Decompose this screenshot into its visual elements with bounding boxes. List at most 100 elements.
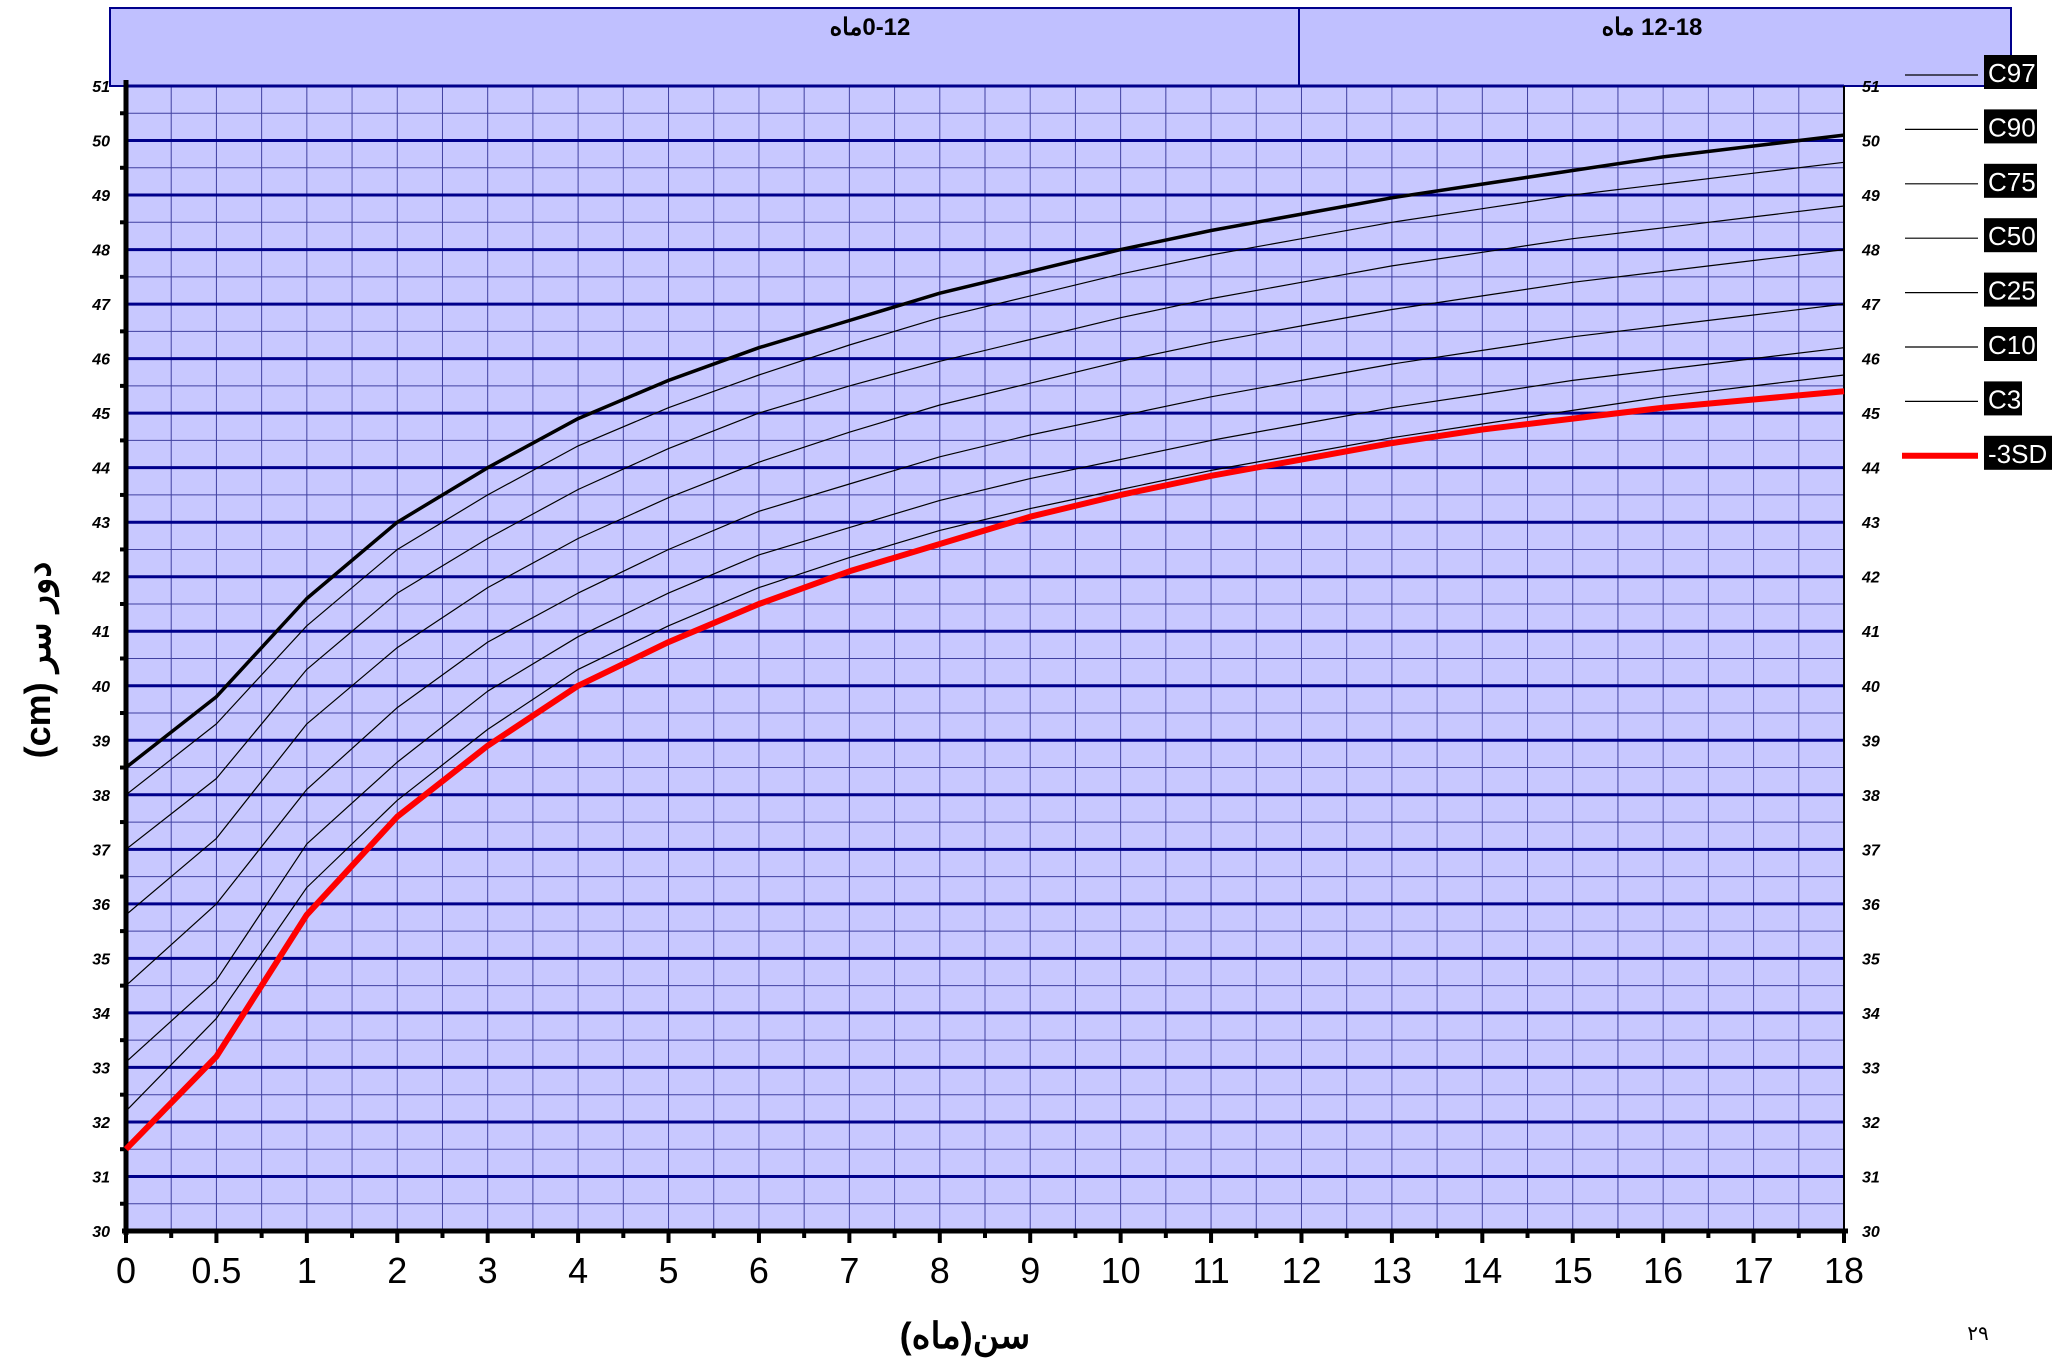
y-tick-label-left: 46: [91, 352, 110, 369]
legend-label: C10: [1988, 330, 2036, 360]
y-tick-label-left: 32: [92, 1115, 110, 1132]
y-tick-label-right: 51: [1862, 79, 1880, 96]
x-tick-label: 8: [930, 1250, 950, 1291]
plot-area: [120, 80, 1848, 1238]
y-tick-label-right: 45: [1861, 406, 1881, 423]
y-tick-label-left: 37: [92, 842, 111, 859]
y-tick-label-left: 49: [91, 188, 110, 205]
header-label-0-12: 0-12ماه: [830, 14, 911, 41]
y-tick-label-right: 32: [1862, 1115, 1880, 1132]
y-tick-label-right: 33: [1862, 1060, 1880, 1077]
y-tick-label-right: 35: [1862, 951, 1881, 968]
legend-label: C75: [1988, 167, 2036, 197]
legend-label: C90: [1988, 112, 2036, 142]
y-axis-left: 30 31 32 33 34 35 36 37 38 39 40 41 42 43 44 45 46 47 48 49…: [91, 79, 111, 1241]
y-tick-label-left: 40: [91, 679, 110, 696]
series-line-c25: [125, 303, 1845, 987]
legend-label: C50: [1988, 221, 2036, 251]
header-panel-12-18: [1298, 7, 2012, 87]
y-tick-label-left: 48: [91, 243, 110, 260]
legend-box: [1984, 272, 2037, 307]
legend-label: C3: [1988, 384, 2021, 414]
x-tick-label: 5: [659, 1250, 679, 1291]
legend-box: [1984, 109, 2037, 144]
x-tick-label: 12: [1281, 1250, 1321, 1291]
series-line-c97: [124, 133, 1845, 769]
legend-box: [1984, 163, 2037, 198]
x-axis-title: سن(ماه): [900, 1315, 1031, 1358]
percentile-lines: [123, 133, 1845, 1152]
x-tick-label: 17: [1734, 1250, 1774, 1291]
y-tick-label-left: 47: [91, 297, 111, 314]
y-tick-label-left: 31: [92, 1169, 110, 1186]
y-tick-label-right: 37: [1862, 842, 1881, 859]
series-line-c90: [125, 161, 1845, 796]
legend-box: [1984, 218, 2037, 253]
y-tick-label-right: 39: [1862, 733, 1880, 750]
series-line-c50: [125, 249, 1845, 916]
y-tick-label-left: 33: [92, 1060, 110, 1077]
x-tick-label: 14: [1462, 1250, 1502, 1291]
y-tick-label-right: 34: [1862, 1006, 1880, 1023]
y-tick-label-left: 30: [92, 1224, 110, 1241]
series-line-3sd: [123, 388, 1845, 1152]
series-line-c75: [125, 205, 1845, 850]
legend-box: [1984, 55, 2037, 89]
x-tick-label: 16: [1643, 1250, 1683, 1291]
x-tick-label: 9: [1020, 1250, 1040, 1291]
series-line-c3: [125, 374, 1845, 1112]
x-tick-label: 4: [568, 1250, 588, 1291]
x-tick-label: 11: [1192, 1250, 1229, 1291]
page-number: ۲۹: [1967, 1321, 1988, 1345]
y-tick-label-right: 50: [1862, 134, 1880, 151]
chart-header: 0-12ماه 12-18 ماه: [109, 7, 2012, 87]
y-tick-label-right: 41: [1861, 624, 1880, 641]
y-tick-label-left: 36: [92, 897, 110, 914]
legend-box: [1984, 381, 2022, 416]
y-tick-label-left: 43: [91, 515, 110, 532]
y-tick-label-left: 38: [92, 788, 110, 805]
legend-box: [1984, 435, 2052, 470]
x-tick-label: 2: [387, 1250, 407, 1291]
y-tick-label-right: 42: [1861, 570, 1880, 587]
x-axis: 0 0.5 1 2 3 4 5 6 7 8 9 10 11 12 13 14 15 16 17 18: [116, 1231, 1864, 1291]
y-tick-label-left: 41: [91, 624, 110, 641]
y-tick-label-right: 46: [1861, 352, 1880, 369]
x-tick-label: 3: [478, 1250, 498, 1291]
legend-box: [1984, 327, 2037, 361]
y-tick-label-left: 50: [92, 134, 110, 151]
x-tick-label: 15: [1553, 1250, 1593, 1291]
y-tick-label-right: 36: [1862, 897, 1880, 914]
y-tick-label-right: 48: [1861, 243, 1880, 260]
y-tick-label-left: 45: [91, 406, 111, 423]
x-tick-label: 6: [749, 1250, 769, 1291]
legend-label: C97: [1988, 58, 2036, 88]
x-tick-label: 0.5: [191, 1250, 241, 1291]
y-tick-label-right: 40: [1861, 679, 1880, 696]
legend: C97 C90 C75 C50 C25 C10 C3 -3SD: [1902, 55, 2052, 470]
x-tick-label: 1: [297, 1250, 317, 1291]
y-tick-label-left: 35: [92, 951, 111, 968]
y-tick-label-right: 30: [1862, 1224, 1880, 1241]
y-axis-title: دور سر (cm): [17, 562, 60, 759]
x-tick-label: 0: [116, 1250, 136, 1291]
y-tick-label-right: 47: [1861, 297, 1881, 314]
x-tick-label: 7: [839, 1250, 859, 1291]
x-tick-label: 10: [1101, 1250, 1141, 1291]
header-panel-0-12: [109, 7, 1300, 87]
y-tick-label-right: 31: [1862, 1169, 1880, 1186]
series-line-c10: [125, 347, 1845, 1063]
y-tick-label-right: 44: [1861, 461, 1880, 478]
legend-label: C25: [1988, 276, 2036, 306]
y-tick-label-right: 38: [1862, 788, 1880, 805]
legend-label: -3SD: [1988, 439, 2047, 469]
x-tick-label: 18: [1824, 1250, 1864, 1291]
y-tick-label-left: 39: [92, 733, 110, 750]
y-axis-right: 30 31 32 33 34 35 36 37 38 39 40 41 42 43 44 45 46 47 48 49…: [1861, 79, 1881, 1241]
y-tick-label-right: 43: [1861, 515, 1880, 532]
y-tick-label-left: 44: [91, 461, 110, 478]
x-tick-label: 13: [1372, 1250, 1412, 1291]
y-tick-label-left: 34: [92, 1006, 110, 1023]
header-label-12-18: 12-18 ماه: [1602, 14, 1703, 41]
